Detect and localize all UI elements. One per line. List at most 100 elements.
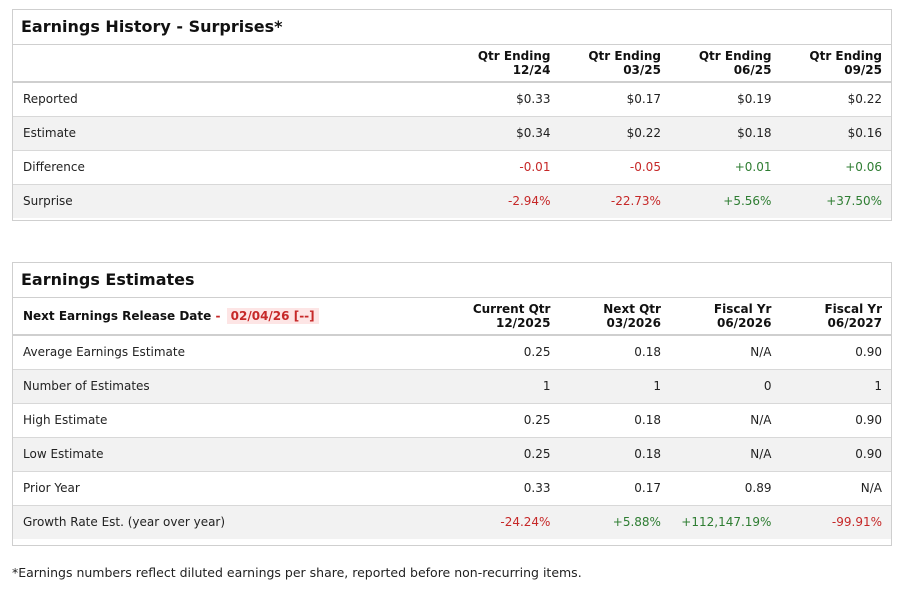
column-header-line2: 03/25 <box>623 63 661 77</box>
release-date-suffix: [--] <box>293 309 315 323</box>
cell-value: 0.25 <box>523 413 551 427</box>
column-header: Qtr Ending 09/25 <box>780 45 891 82</box>
table-row: Difference -0.01 -0.05 +0.01 +0.06 <box>13 150 891 184</box>
row-label: Estimate <box>23 126 77 140</box>
earnings-estimates-title: Earnings Estimates <box>13 263 891 298</box>
table-row: Low Estimate 0.25 0.18 N/A 0.90 <box>13 437 891 471</box>
row-label: Surprise <box>23 194 73 209</box>
cell-value: N/A <box>860 481 882 495</box>
cell-value: -0.01 <box>519 160 551 174</box>
release-date-header: Next Earnings Release Date - 02/04/26 [-… <box>13 298 449 335</box>
table-row: Growth Rate Est. (year over year) -24.24… <box>13 505 891 539</box>
cell-value: $0.18 <box>737 126 772 140</box>
cell-value: -24.24% <box>500 515 551 530</box>
column-header-line1: Fiscal Yr <box>824 302 882 316</box>
cell-value: $0.33 <box>516 92 551 107</box>
row-label: Growth Rate Est. (year over year) <box>23 515 226 530</box>
cell-value: $0.22 <box>626 126 661 140</box>
table-row: Surprise -2.94% -22.73% +5.56% +37.50% <box>13 184 891 218</box>
release-date-separator: - <box>215 309 221 323</box>
cell-value: 1 <box>542 379 551 393</box>
row-label: Average Earnings Estimate <box>23 345 185 360</box>
table-row: Reported $0.33 $0.17 $0.19 $0.22 <box>13 82 891 116</box>
column-header-line1: Qtr Ending <box>809 49 882 63</box>
table-row: Prior Year 0.33 0.17 0.89 N/A <box>13 471 891 505</box>
cell-value: N/A <box>750 345 772 360</box>
cell-value: $0.34 <box>516 126 551 140</box>
cell-value: +5.56% <box>723 194 772 209</box>
column-header-line2: 03/2026 <box>606 316 661 330</box>
column-header-line2: 09/25 <box>844 63 882 77</box>
table-row: Number of Estimates 1 1 0 1 <box>13 369 891 403</box>
column-header: Current Qtr 12/2025 <box>449 298 560 335</box>
cell-value: 1 <box>874 379 882 393</box>
cell-value: $0.19 <box>737 92 772 107</box>
column-header: Qtr Ending 06/25 <box>670 45 781 82</box>
cell-value: 0.18 <box>634 447 661 461</box>
cell-value: 0 <box>763 379 772 393</box>
cell-value: $0.17 <box>626 92 661 107</box>
column-header-line2: 12/24 <box>512 63 551 77</box>
table-header-row: Qtr Ending 12/24 Qtr Ending 03/25 Qtr Endi… <box>13 45 891 82</box>
cell-value: 0.18 <box>634 345 661 360</box>
column-header-line1: Next Qtr <box>603 302 661 316</box>
table-row: High Estimate 0.25 0.18 N/A 0.90 <box>13 403 891 437</box>
cell-value: N/A <box>750 413 772 427</box>
earnings-history-title: Earnings History - Surprises* <box>13 10 891 45</box>
cell-value: -22.73% <box>610 194 661 209</box>
cell-value: 0.90 <box>855 413 882 427</box>
cell-value: $0.16 <box>847 126 882 140</box>
column-header: Next Qtr 03/2026 <box>559 298 670 335</box>
cell-value: 1 <box>653 379 661 393</box>
cell-value: N/A <box>750 447 772 461</box>
earnings-estimates-panel: Earnings Estimates Next Earnings Release… <box>12 262 892 546</box>
cell-value: $0.22 <box>847 92 882 107</box>
release-date-label: Next Earnings Release Date <box>23 309 212 323</box>
row-label: Low Estimate <box>23 447 104 461</box>
label-column-header <box>13 45 449 82</box>
column-header-line1: Current Qtr <box>472 302 551 316</box>
column-header-line2: 12/2025 <box>495 316 551 330</box>
table-row: Estimate $0.34 $0.22 $0.18 $0.16 <box>13 116 891 150</box>
release-date-value: 02/04/26 <box>230 309 290 323</box>
cell-value: 0.25 <box>523 447 551 461</box>
column-header-line1: Qtr Ending <box>588 49 661 63</box>
cell-value: 0.25 <box>523 345 551 360</box>
column-header: Fiscal Yr 06/2026 <box>670 298 781 335</box>
release-date-badge: 02/04/26 [--] <box>226 308 319 324</box>
cell-value: -99.91% <box>831 515 882 530</box>
cell-value: +37.50% <box>826 194 882 209</box>
column-header-line2: 06/2026 <box>716 316 772 330</box>
column-header: Qtr Ending 03/25 <box>559 45 670 82</box>
column-header-line2: 06/25 <box>733 63 772 77</box>
cell-value: 0.18 <box>634 413 661 427</box>
row-label: High Estimate <box>23 413 108 427</box>
row-label: Reported <box>23 92 78 107</box>
cell-value: 0.90 <box>855 345 882 360</box>
earnings-history-panel: Earnings History - Surprises* Qtr Ending… <box>12 9 892 221</box>
table-header-row: Next Earnings Release Date - 02/04/26 [-… <box>13 298 891 335</box>
footnote: *Earnings numbers reflect diluted earnin… <box>12 565 582 580</box>
row-label: Number of Estimates <box>23 379 150 393</box>
cell-value: 0.89 <box>744 481 772 495</box>
cell-value: +5.88% <box>612 515 661 530</box>
cell-value: -0.05 <box>629 160 661 174</box>
cell-value: +112,147.19% <box>681 515 772 530</box>
cell-value: +0.06 <box>845 160 882 174</box>
cell-value: 0.33 <box>523 481 551 495</box>
column-header: Qtr Ending 12/24 <box>449 45 560 82</box>
cell-value: -2.94% <box>508 194 551 209</box>
column-header-line2: 06/2027 <box>827 316 882 330</box>
column-header-line1: Qtr Ending <box>477 49 551 63</box>
cell-value: 0.90 <box>855 447 882 461</box>
column-header-line1: Qtr Ending <box>698 49 772 63</box>
cell-value: 0.17 <box>634 481 661 495</box>
earnings-estimates-table: Next Earnings Release Date - 02/04/26 [-… <box>13 298 891 539</box>
row-label: Prior Year <box>23 481 80 495</box>
row-label: Difference <box>23 160 85 174</box>
column-header-line1: Fiscal Yr <box>713 302 772 316</box>
column-header: Fiscal Yr 06/2027 <box>780 298 891 335</box>
table-row: Average Earnings Estimate 0.25 0.18 N/A … <box>13 335 891 369</box>
cell-value: +0.01 <box>734 160 772 174</box>
earnings-history-table: Qtr Ending 12/24 Qtr Ending 03/25 Qtr Endi… <box>13 45 891 218</box>
